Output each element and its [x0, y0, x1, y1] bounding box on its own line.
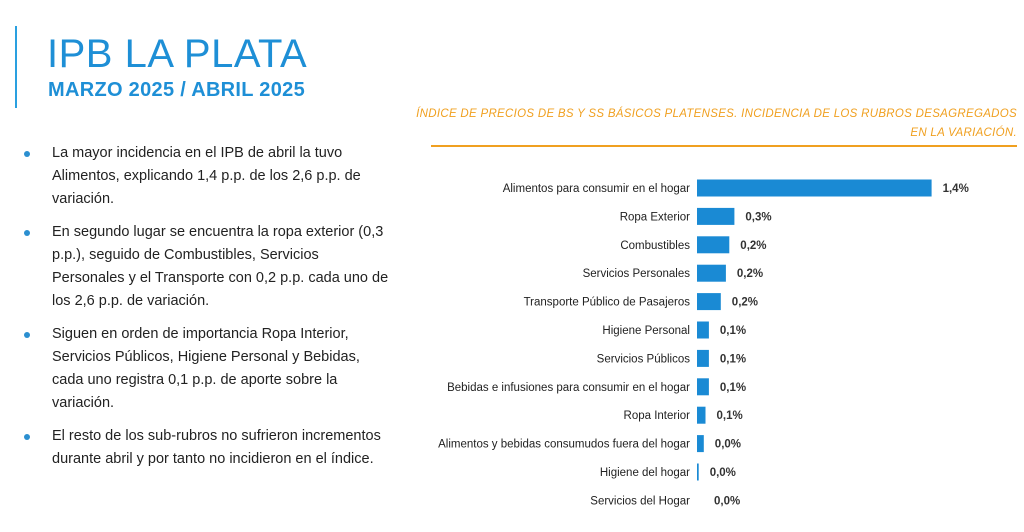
category-label: Alimentos para consumir en el hogar	[503, 183, 690, 195]
value-label: 0,3%	[745, 211, 771, 223]
bullet-item: Siguen en orden de importancia Ropa Inte…	[22, 323, 392, 415]
category-label: Bebidas e infusiones para consumir en el…	[447, 382, 690, 394]
chart-title-rule	[431, 145, 1017, 147]
page-subtitle: MARZO 2025 / ABRIL 2025	[48, 79, 305, 101]
category-label: Ropa Exterior	[620, 211, 690, 223]
value-label: 0,0%	[714, 495, 740, 507]
chart-title-line-1: ÍNDICE DE PRECIOS DE BS Y SS BÁSICOS PLA…	[416, 108, 1017, 120]
category-label: Higiene del hogar	[600, 467, 690, 479]
bar	[697, 179, 932, 197]
value-label: 0,0%	[710, 467, 736, 479]
value-label: 0,2%	[737, 268, 763, 280]
category-label: Servicios Públicos	[597, 353, 691, 365]
category-label: Higiene Personal	[602, 325, 690, 337]
bullet-text: En segundo lugar se encuentra la ropa ex…	[52, 224, 389, 309]
category-label: Alimentos y bebidas consumudos fuera del…	[438, 439, 690, 451]
value-label: 0,0%	[715, 439, 741, 451]
value-label: 0,1%	[720, 382, 746, 394]
bar	[697, 435, 704, 453]
bullet-dot-icon	[24, 434, 30, 440]
bullet-list: La mayor incidencia en el IPB de abril l…	[22, 142, 392, 481]
bar	[697, 236, 730, 254]
page-title: IPB LA PLATA	[47, 32, 308, 76]
value-label: 0,2%	[740, 240, 766, 252]
category-label: Transporte Público de Pasajeros	[524, 297, 691, 309]
category-label: Servicios Personales	[583, 268, 691, 280]
bullet-text: El resto de los sub-rubros no sufrieron …	[52, 428, 381, 467]
value-label: 0,1%	[720, 353, 746, 365]
bullet-text: Siguen en orden de importancia Ropa Inte…	[52, 326, 360, 411]
category-label: Combustibles	[620, 240, 690, 252]
value-label: 0,1%	[717, 410, 743, 422]
category-label: Servicios del Hogar	[590, 495, 690, 507]
bullet-text: La mayor incidencia en el IPB de abril l…	[52, 145, 361, 207]
value-label: 1,4%	[943, 183, 969, 195]
bar	[697, 463, 699, 481]
bullet-dot-icon	[24, 151, 30, 157]
bar	[697, 293, 721, 311]
chart-title-line-2: EN LA VARIACIÓN.	[910, 127, 1017, 139]
bar	[697, 207, 735, 225]
bar	[697, 349, 709, 367]
bullet-item: La mayor incidencia en el IPB de abril l…	[22, 142, 392, 211]
bullet-dot-icon	[24, 332, 30, 338]
value-label: 0,2%	[732, 297, 758, 309]
category-label: Ropa Interior	[624, 410, 691, 422]
bar	[697, 321, 709, 339]
bar	[697, 406, 706, 424]
value-label: 0,1%	[720, 325, 746, 337]
chart-title: ÍNDICE DE PRECIOS DE BS Y SS BÁSICOS PLA…	[400, 105, 1017, 143]
bullet-dot-icon	[24, 230, 30, 236]
bullet-item: El resto de los sub-rubros no sufrieron …	[22, 425, 392, 471]
bullet-item: En segundo lugar se encuentra la ropa ex…	[22, 221, 392, 313]
bar	[697, 378, 709, 396]
bar	[697, 264, 726, 282]
accent-bar	[15, 26, 17, 108]
